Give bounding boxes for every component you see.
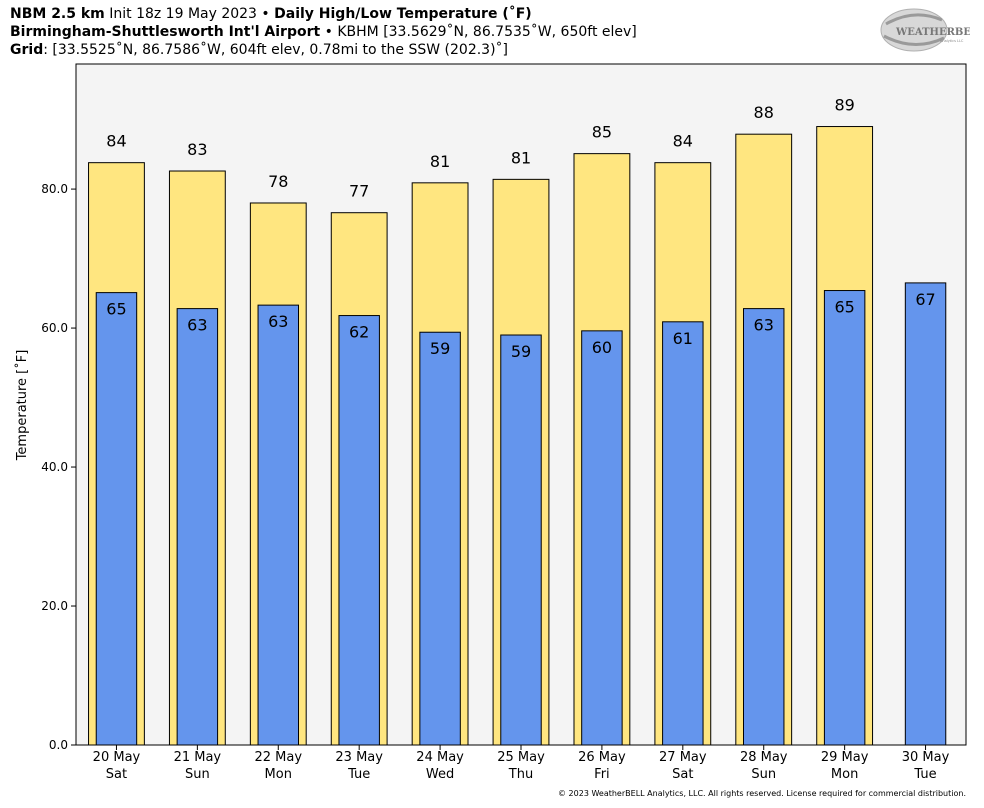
low-temp-label: 63 [268, 312, 288, 331]
x-tick-date: 29 May [821, 750, 869, 765]
y-tick-label: 0.0 [49, 738, 68, 752]
x-tick-day: Tue [347, 767, 370, 782]
high-temp-label: 84 [673, 132, 693, 151]
x-tick-date: 27 May [659, 750, 707, 765]
weatherbell-logo: WEATHERBELL Analytics LLC [880, 8, 970, 52]
low-temp-bar [581, 330, 623, 746]
high-temp-label: 81 [430, 152, 450, 171]
x-tick-date: 20 May [93, 750, 141, 765]
high-temp-label: 89 [834, 96, 854, 115]
x-tick-day: Sat [106, 767, 127, 782]
init-time: Init 18z 19 May 2023 • [104, 6, 275, 22]
high-temp-label: 85 [592, 123, 612, 142]
y-tick-label: 40.0 [41, 460, 68, 474]
high-temp-label: 83 [187, 140, 207, 159]
station-info: • KBHM [33.5629˚N, 86.7535˚W, 650ft elev… [320, 24, 637, 40]
y-axis-label: Temperature [˚F] [14, 350, 30, 462]
low-temp-label: 65 [834, 298, 854, 317]
low-temp-label: 67 [915, 290, 935, 309]
x-tick-date: 30 May [902, 750, 950, 765]
low-temp-label: 59 [511, 342, 531, 361]
low-temp-bar [823, 290, 866, 746]
logo-text: WEATHERBELL [895, 27, 970, 38]
x-tick-day: Sat [672, 767, 693, 782]
y-tick-label: 20.0 [41, 599, 68, 613]
x-axis: 20 May Sat 21 May Sun 22 May Mon 23 May Tue 24 M… [93, 745, 950, 782]
x-tick-date: 23 May [335, 750, 383, 765]
x-tick-date: 28 May [740, 750, 788, 765]
x-tick-day: Tue [913, 767, 936, 782]
low-temp-label: 63 [187, 316, 207, 335]
y-axis: 0.0 20.0 40.0 60.0 80.0 [41, 182, 76, 752]
low-temp-bar [743, 308, 785, 746]
low-temp-bar [338, 315, 380, 746]
model-name: NBM 2.5 km [10, 6, 105, 22]
product-title: Daily High/Low Temperature (˚F) [274, 6, 532, 22]
x-tick-date: 22 May [254, 750, 302, 765]
x-tick-date: 25 May [497, 750, 545, 765]
bars-layer: 84 65 83 63 78 63 77 62 81 59 81 59 85 60 84 61 88 63 89 65… [88, 96, 947, 746]
low-temp-bar [257, 304, 299, 746]
low-temp-label: 63 [754, 316, 774, 335]
x-tick-day: Sun [751, 767, 776, 782]
x-tick-date: 26 May [578, 750, 626, 765]
x-tick-day: Fri [594, 767, 610, 782]
low-temp-bar [500, 334, 542, 746]
y-tick-label: 80.0 [41, 182, 68, 196]
low-temp-bar [95, 292, 138, 746]
x-tick-day: Wed [426, 767, 454, 782]
high-temp-label: 77 [349, 182, 369, 201]
x-tick-day: Mon [831, 767, 858, 782]
x-tick-day: Mon [265, 767, 292, 782]
grid-info: : [33.5525˚N, 86.7586˚W, 604ft elev, 0.7… [43, 42, 509, 58]
logo-subtext: Analytics LLC [940, 39, 964, 43]
low-temp-bar [176, 308, 219, 746]
y-tick-label: 60.0 [41, 321, 68, 335]
x-tick-day: Thu [508, 767, 533, 782]
low-temp-label: 65 [106, 300, 126, 319]
low-temp-label: 61 [673, 329, 693, 348]
x-tick-date: 24 May [416, 750, 464, 765]
high-temp-label: 88 [754, 103, 774, 122]
low-temp-label: 59 [430, 339, 450, 358]
low-temp-bar [662, 321, 704, 746]
header-line-1: NBM 2.5 km Init 18z 19 May 2023 • Daily … [10, 5, 532, 23]
copyright-notice: © 2023 WeatherBELL Analytics, LLC. All r… [558, 789, 966, 798]
low-temp-bar [904, 282, 947, 746]
high-temp-label: 78 [268, 172, 288, 191]
low-temp-label: 62 [349, 323, 369, 342]
grid-label: Grid [10, 42, 44, 58]
station-name: Birmingham-Shuttlesworth Int'l Airport [10, 24, 321, 40]
header-line-2: Birmingham-Shuttlesworth Int'l Airport •… [10, 23, 637, 41]
x-tick-date: 21 May [174, 750, 222, 765]
header-line-3: Grid: [33.5525˚N, 86.7586˚W, 604ft elev,… [10, 41, 508, 59]
low-temp-bar [419, 331, 461, 746]
high-temp-label: 81 [511, 148, 531, 167]
high-temp-label: 84 [106, 132, 126, 151]
x-tick-day: Sun [185, 767, 210, 782]
low-temp-label: 60 [592, 338, 612, 357]
